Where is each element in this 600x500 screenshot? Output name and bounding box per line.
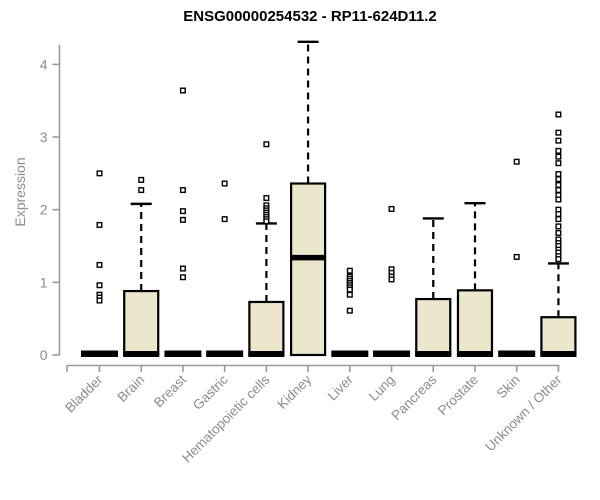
outlier-point [96,170,103,177]
collapsed-box [81,350,118,357]
outlier-point [96,297,103,304]
x-category-label: Kidney [274,372,314,412]
outlier-point [346,307,353,314]
outlier-point [263,195,270,202]
box [248,300,285,357]
outlier-point [555,129,562,136]
x-category-label: Breast [151,372,189,410]
box [123,289,160,357]
outlier-point [555,160,562,167]
outlier-point [555,223,562,230]
x-category-label: Pancreas [388,372,439,423]
outlier-point [555,147,562,154]
median-line [540,351,577,357]
y-tick-label: 4 [40,56,48,72]
outlier-point [555,171,562,178]
outlier-point [555,229,562,236]
y-tick-label: 3 [40,129,48,145]
outlier-point [513,158,520,165]
y-axis-label: Expression [12,157,28,226]
y-tick-label: 1 [40,274,48,290]
collapsed-box [206,350,244,357]
outlier-point [96,261,103,268]
outlier-point [555,176,562,183]
outlier-point [179,87,186,94]
collapsed-box [331,350,369,357]
outlier-point [346,267,353,274]
x-category-label: Prostate [435,372,481,418]
outlier-point [221,180,228,187]
outlier-point [555,256,562,263]
x-category-label: Brain [114,372,147,405]
median-line [248,351,285,357]
box [456,289,494,357]
outlier-point [179,208,186,215]
box [415,297,452,357]
outlier-point [555,153,562,160]
collapsed-box [373,350,411,357]
x-category-label: Skin [494,372,523,401]
y-tick-label: 0 [40,347,48,363]
collapsed-box [164,350,202,357]
chart-title: ENSG00000254532 - RP11-624D11.2 [183,8,437,25]
outlier-point [138,176,145,183]
outlier-point [96,282,103,289]
outlier-point [388,205,395,212]
box [540,316,577,357]
median-line [415,351,452,357]
outlier-point [179,274,186,281]
outlier-point [179,216,186,223]
outlier-point [513,253,520,260]
outlier-point [96,221,103,228]
outlier-point [555,216,562,223]
box [290,182,327,357]
outlier-point [555,187,562,194]
median-line [123,351,160,357]
outlier-point [555,211,562,218]
outlier-point [138,187,145,194]
outlier-point [388,276,395,283]
median-line [456,351,493,357]
outlier-point [346,291,353,298]
outlier-point [221,216,228,223]
outlier-point [179,265,186,272]
y-tick-label: 2 [40,202,48,218]
outlier-point [263,141,270,148]
outlier-point [555,137,562,144]
x-category-label: Unknown / Other [482,372,565,455]
x-category-label: Gastric [190,372,231,413]
outlier-point [346,286,353,293]
x-category-label: Bladder [62,372,106,416]
outlier-point [555,111,562,118]
collapsed-box [498,350,536,357]
outlier-point [555,196,562,203]
outlier-point [263,218,270,225]
outlier-point [179,187,186,194]
outlier-point [555,181,562,188]
x-category-label: Liver [325,372,357,404]
x-category-label: Lung [366,372,398,404]
